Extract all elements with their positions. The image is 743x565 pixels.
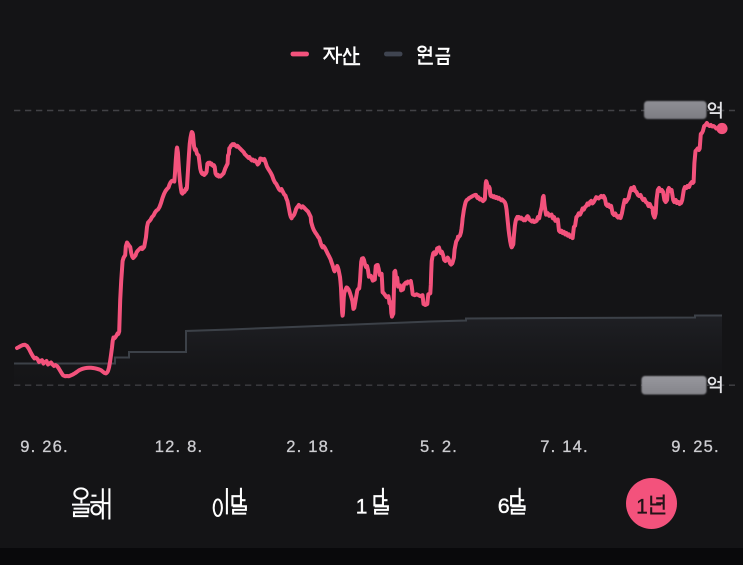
svg-text:1: 1 [636,496,648,519]
svg-text:2. 18.: 2. 18. [286,438,334,456]
svg-text:12. 8.: 12. 8. [155,438,203,456]
svg-text:5. 2.: 5. 2. [420,438,458,456]
svg-text:1: 1 [356,496,368,519]
svg-text:7. 14.: 7. 14. [540,438,588,456]
svg-text:9. 25.: 9. 25. [671,438,719,456]
svg-text:9. 26.: 9. 26. [20,438,68,456]
svg-text:6: 6 [498,494,510,518]
